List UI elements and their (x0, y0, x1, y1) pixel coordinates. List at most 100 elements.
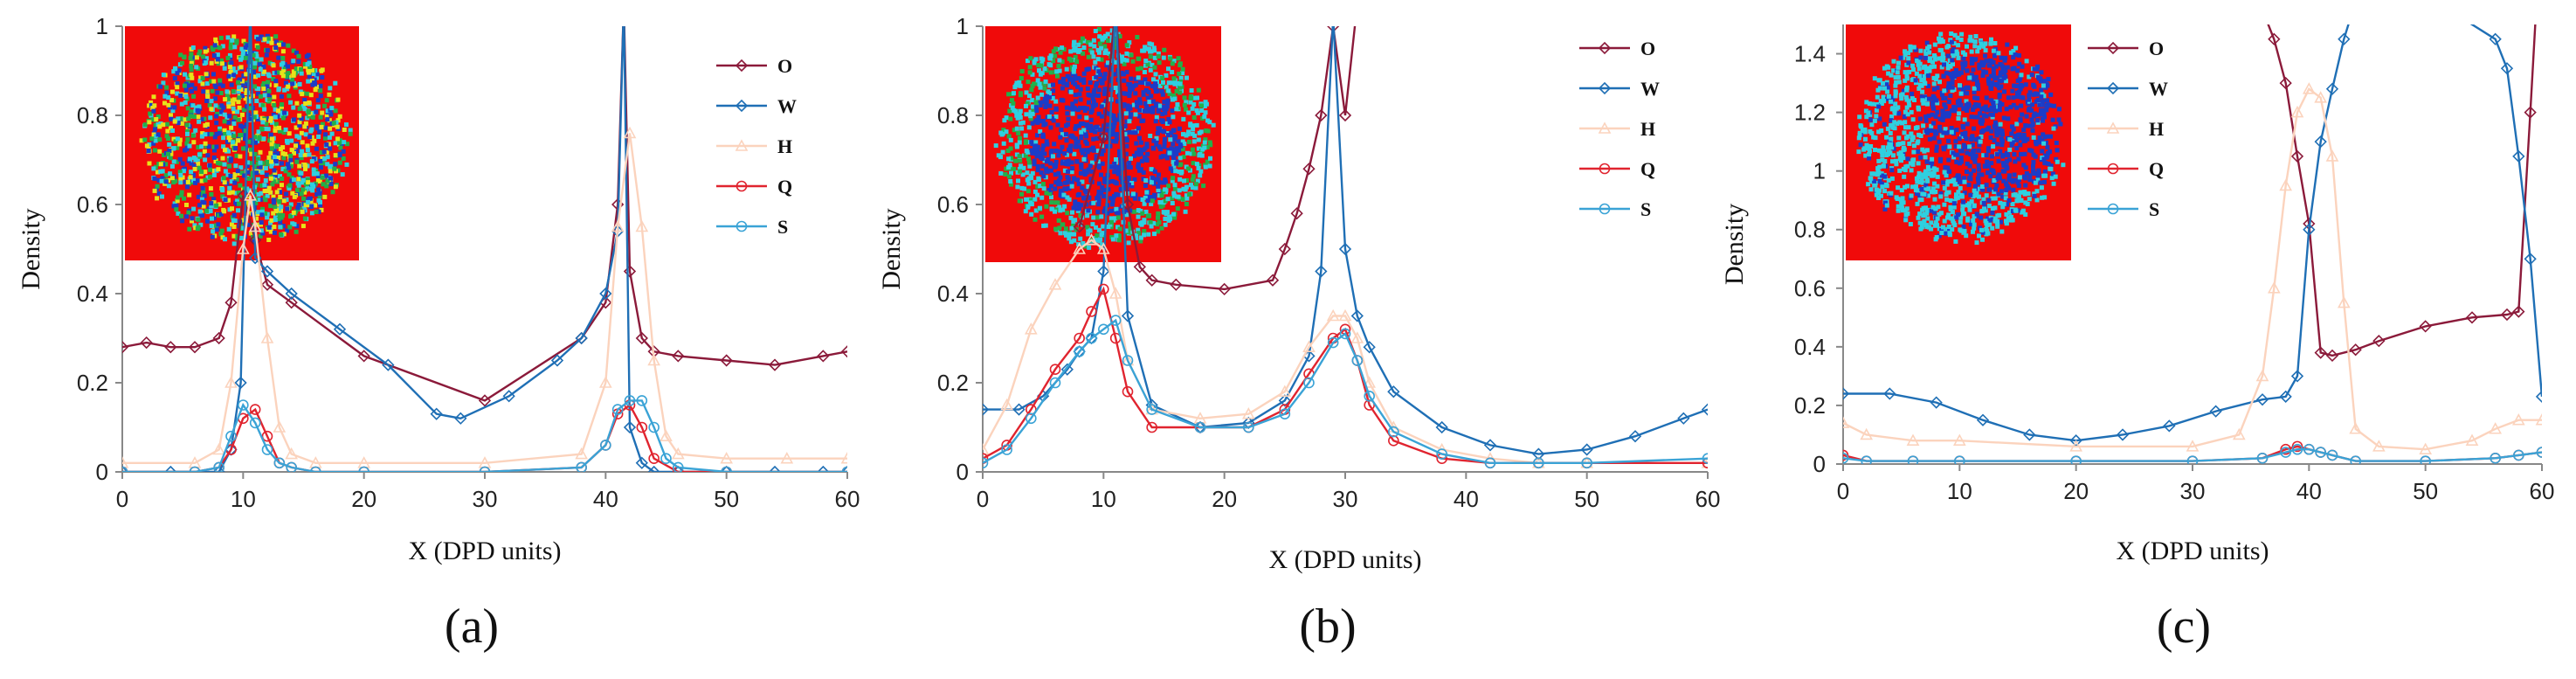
point-S-4 (2070, 455, 2082, 464)
series-line-S (1843, 448, 2542, 462)
point-W-10 (2279, 390, 2292, 404)
point-W-26 (1701, 403, 1708, 416)
point-O-4 (212, 331, 225, 345)
point-O-5 (2314, 346, 2327, 359)
x-tick-label-30: 30 (1333, 486, 1358, 512)
legend-marker-O (1598, 41, 1612, 55)
y-tick-label-0p6: 0.6 (77, 191, 108, 218)
point-H-3 (1952, 433, 1966, 446)
point-O-10 (357, 350, 370, 363)
point-S-7 (1109, 315, 1122, 326)
point-O-14 (2531, 4, 2541, 15)
point-S-14 (611, 404, 624, 415)
point-Q-5 (249, 404, 261, 415)
point-W-23 (1580, 443, 1593, 456)
point-H-4 (2069, 440, 2083, 452)
point-S-1 (189, 466, 201, 472)
x-tick-label-0: 0 (1837, 478, 1849, 504)
point-H-11 (2302, 82, 2316, 94)
point-O-10 (2465, 311, 2479, 324)
legend-marker-H (2106, 121, 2120, 134)
point-O-3 (2290, 149, 2304, 163)
x-tick-label-50: 50 (2413, 478, 2438, 504)
x-tick-label-10: 10 (1091, 486, 1116, 512)
inset-micelle-image (1856, 31, 2066, 246)
series-line-Q (1843, 445, 2542, 462)
point-H-4 (1073, 242, 1087, 254)
legend-marker-O (2106, 41, 2120, 55)
point-S-11 (2326, 449, 2338, 461)
point-S-8 (286, 461, 297, 472)
point-H-2 (1024, 322, 1038, 335)
point-H-19 (660, 429, 673, 442)
x-tick-label-20: 20 (2063, 478, 2089, 504)
point-H-17 (1363, 376, 1377, 388)
point-Q-5 (1086, 306, 1097, 317)
point-O-7 (2349, 343, 2362, 357)
panel-label: (c) (2157, 599, 2211, 654)
point-H-3 (224, 376, 238, 388)
x-tick-label-50: 50 (714, 486, 739, 512)
point-H-9 (285, 447, 299, 460)
point-W-18 (2489, 32, 2502, 45)
legend-marker-S (1599, 203, 1611, 215)
point-S-3 (225, 430, 237, 442)
x-tick-label-10: 10 (231, 486, 256, 512)
point-Q-3 (1049, 364, 1061, 376)
point-H-0 (983, 442, 990, 455)
point-W-13 (502, 390, 515, 403)
point-S-14 (2490, 452, 2501, 464)
y-tick-label-0p6: 0.6 (1794, 275, 1826, 301)
y-tick-label-0: 0 (957, 459, 969, 485)
point-S-5 (2186, 455, 2199, 464)
point-S-17 (1364, 390, 1375, 402)
point-H-9 (2279, 178, 2293, 191)
point-O-4 (1133, 260, 1146, 274)
legend-label-O: O (777, 55, 792, 77)
y-tick-label-0p6: 0.6 (937, 191, 969, 218)
legend-label-O: O (1640, 38, 1655, 59)
point-W-24 (768, 465, 782, 472)
x-tick-label-0: 0 (116, 486, 128, 512)
legend-label-H: H (1640, 118, 1655, 140)
point-H-14 (1326, 308, 1340, 322)
legend-label-S: S (777, 216, 788, 238)
point-W-18 (618, 0, 629, 10)
point-W-26 (840, 465, 847, 472)
point-H-1 (1000, 398, 1014, 411)
point-Q-0 (1843, 449, 1849, 461)
point-O-11 (478, 394, 492, 407)
legend-label-S: S (1640, 198, 1651, 220)
point-H-8 (273, 420, 287, 433)
point-S-2 (1026, 412, 1037, 425)
panel-a: 0 10 20 30 40 50 60 0 0.2 0.4 0.6 0.8 1 X (DPD units)… (17, 0, 860, 654)
legend-marker-Q (1599, 163, 1611, 175)
point-S-0 (1843, 452, 1849, 464)
point-S-2 (213, 461, 224, 472)
point-S-4 (1074, 345, 1085, 357)
point-W-7 (260, 265, 274, 278)
point-W-25 (1677, 412, 1690, 425)
point-W-19 (623, 420, 637, 434)
point-O-10 (1290, 207, 1303, 220)
point-H-3 (1048, 278, 1062, 290)
point-H-6 (248, 219, 262, 232)
point-O-11 (1302, 163, 1316, 176)
point-S-20 (1484, 457, 1496, 469)
legend-marker-S (2107, 203, 2119, 215)
point-W-23 (720, 465, 733, 472)
point-H-13 (1302, 340, 1316, 353)
point-S-6 (1098, 323, 1109, 336)
point-S-19 (673, 461, 684, 472)
series-line-S (983, 318, 1708, 464)
legend-marker-H (735, 139, 749, 151)
point-H-13 (2325, 149, 2339, 162)
point-H-1 (1860, 427, 1874, 440)
point-S-21 (1533, 457, 1544, 469)
panel-label: (a) (445, 599, 499, 654)
legend-marker-H (1598, 121, 1612, 134)
point-W-22 (1532, 447, 1545, 461)
legend-marker-W (2106, 81, 2120, 95)
